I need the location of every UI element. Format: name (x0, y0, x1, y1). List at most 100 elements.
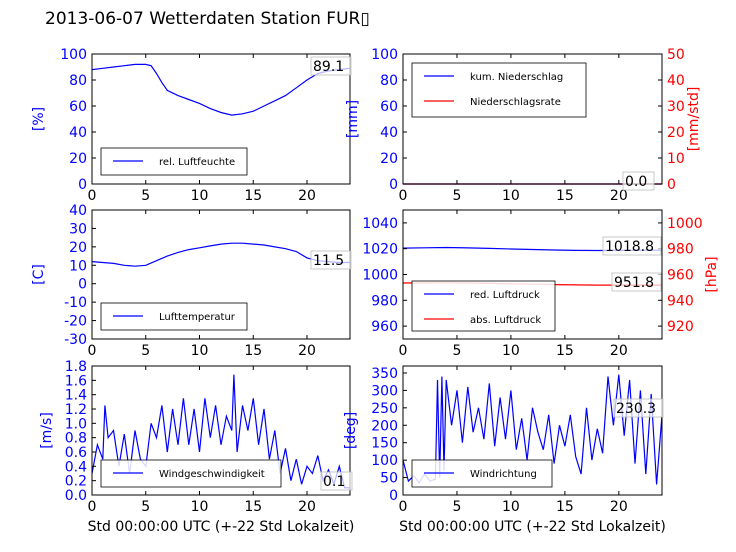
pressure-x-tick-label: 20 (610, 343, 628, 359)
temperature-y-tick-label: 40 (69, 203, 87, 219)
precip-y-tick-label: 60 (380, 99, 398, 115)
pressure-annotation-box (602, 236, 662, 256)
humidity-y-tick-label: 20 (69, 151, 87, 167)
humidity-x-tick-label: 10 (191, 188, 209, 204)
precip-legend-label-2: Niederschlagsrate (470, 97, 561, 108)
temperature-series-line-1 (91, 242, 350, 267)
wind-speed-y-axis-label: [m/s] (39, 412, 55, 449)
wind-direction-annotation-label: 230.3 (616, 401, 656, 417)
humidity-annotation-box (310, 56, 352, 76)
wind-direction-y-tick-label: 50 (380, 471, 398, 487)
wind-speed-y-tick-label: 1.0 (65, 416, 87, 432)
pressure-y-right-tick-label: 960 (667, 268, 694, 284)
wind-speed-y-tick-label: 0.6 (65, 445, 87, 461)
precip-y-right-tick-label: 20 (667, 125, 685, 141)
humidity-annotation-label: 89.1 (313, 59, 344, 75)
wind-speed-x-tick-label: 10 (191, 499, 209, 515)
pressure-y-right-tick-label: 940 (667, 293, 694, 309)
precip-x-tick-label: 5 (452, 188, 461, 204)
temperature-x-tick-label: 15 (244, 343, 262, 359)
pressure-annotation-label: 1018.8 (605, 239, 654, 255)
pressure-y-tick-label: 1020 (362, 242, 398, 258)
humidity-x-tick-label: 5 (141, 188, 150, 204)
temperature-legend-box (100, 302, 248, 331)
wind-direction-annotation-box (613, 398, 664, 418)
wind-speed-y-tick-label: 0.2 (65, 474, 87, 490)
precip-y-right-axis-label: [mm/std] (686, 87, 702, 152)
wind-direction-y-axis-label: [deg] (343, 412, 359, 449)
temperature-y-tick-label: -30 (64, 332, 87, 348)
wind-speed-y-tick-label: 0.8 (65, 431, 87, 447)
precip-x-tick-label: 0 (399, 188, 408, 204)
precip-y-tick-label: 40 (380, 125, 398, 141)
wind-speed-x-tick-label: 5 (141, 499, 150, 515)
wind-direction-y-tick-label: 150 (371, 436, 398, 452)
temperature-y-tick-label: -20 (64, 314, 87, 330)
pressure-y-tick-label: 960 (371, 319, 398, 335)
wind-speed-series-line-1 (91, 374, 350, 489)
pressure-y-tick-label: 1000 (362, 268, 398, 284)
temperature-y-tick-label: -10 (64, 295, 87, 311)
humidity-x-tick-label: 0 (88, 188, 97, 204)
wind-speed-y-tick-label: 1.4 (65, 388, 87, 404)
wind-speed-axes-frame (91, 365, 351, 496)
pressure-annotation-box (611, 272, 662, 292)
wind-speed-y-tick-label: 0.0 (65, 488, 87, 504)
precip-y-right-tick-label: 50 (667, 47, 685, 63)
wind-direction-x-axis-label: Std 00:00:00 UTC (+-22 Std Lokalzeit) (399, 519, 666, 535)
wind-speed-y-tick-label: 0.4 (65, 459, 87, 475)
precip-legend-box (411, 62, 587, 118)
precip-legend-label-1: kum. Niederschlag (470, 72, 563, 83)
temperature-annotation-box (310, 250, 352, 270)
pressure-x-tick-label: 10 (502, 343, 520, 359)
wind-speed-annotation-box (320, 471, 353, 491)
precip-y-right-tick-label: 0 (667, 177, 676, 193)
pressure-y-tick-label: 980 (371, 293, 398, 309)
humidity-y-tick-label: 60 (69, 99, 87, 115)
precip-annotation-label: 0.0 (625, 174, 647, 190)
temperature-x-tick-label: 5 (141, 343, 150, 359)
precip-x-tick-label: 15 (556, 188, 574, 204)
wind-direction-axes-frame (402, 365, 663, 496)
wind-direction-y-tick-label: 200 (371, 418, 398, 434)
temperature-x-tick-label: 10 (191, 343, 209, 359)
precip-annotation-box (622, 171, 655, 191)
precip-y-axis-label: [mm] (345, 100, 361, 138)
precip-x-tick-label: 20 (610, 188, 628, 204)
humidity-axes-frame (91, 53, 351, 185)
temperature-y-tick-label: 30 (69, 221, 87, 237)
temperature-axes-frame (91, 209, 351, 340)
pressure-legend-label-2: abs. Luftdruck (470, 315, 541, 326)
wind-direction-x-tick-label: 5 (452, 499, 461, 515)
pressure-y-right-tick-label: 920 (667, 319, 694, 335)
pressure-y-right-axis-label: [hPa] (704, 256, 720, 292)
precip-y-right-tick-label: 30 (667, 99, 685, 115)
pressure-x-tick-label: 15 (556, 343, 574, 359)
pressure-y-right-tick-label: 980 (667, 242, 694, 258)
precip-y-tick-label: 100 (371, 47, 398, 63)
pressure-y-tick-label: 1040 (362, 216, 398, 232)
precip-y-right-tick-label: 10 (667, 151, 685, 167)
precip-y-tick-label: 80 (380, 73, 398, 89)
pressure-x-tick-label: 0 (399, 343, 408, 359)
pressure-legend-label-1: red. Luftdruck (470, 290, 540, 301)
wind-speed-y-tick-label: 1.8 (65, 359, 87, 375)
wind-speed-x-tick-label: 15 (244, 499, 262, 515)
temperature-x-tick-label: 0 (88, 343, 97, 359)
temperature-x-tick-label: 20 (298, 343, 316, 359)
temperature-annotation-label: 11.5 (313, 253, 344, 269)
wind-speed-y-tick-label: 1.2 (65, 402, 87, 418)
pressure-x-tick-label: 5 (452, 343, 461, 359)
wind-direction-x-tick-label: 0 (399, 499, 408, 515)
humidity-x-tick-label: 15 (244, 188, 262, 204)
wind-speed-x-tick-label: 20 (298, 499, 316, 515)
pressure-y-right-tick-label: 1000 (667, 216, 703, 232)
wind-direction-y-tick-label: 0 (389, 488, 398, 504)
precip-y-tick-label: 20 (380, 151, 398, 167)
wind-direction-x-tick-label: 15 (556, 499, 574, 515)
temperature-y-tick-label: 20 (69, 240, 87, 256)
pressure-legend-box (411, 280, 556, 332)
temperature-legend-label-1: Lufttemperatur (159, 312, 236, 323)
